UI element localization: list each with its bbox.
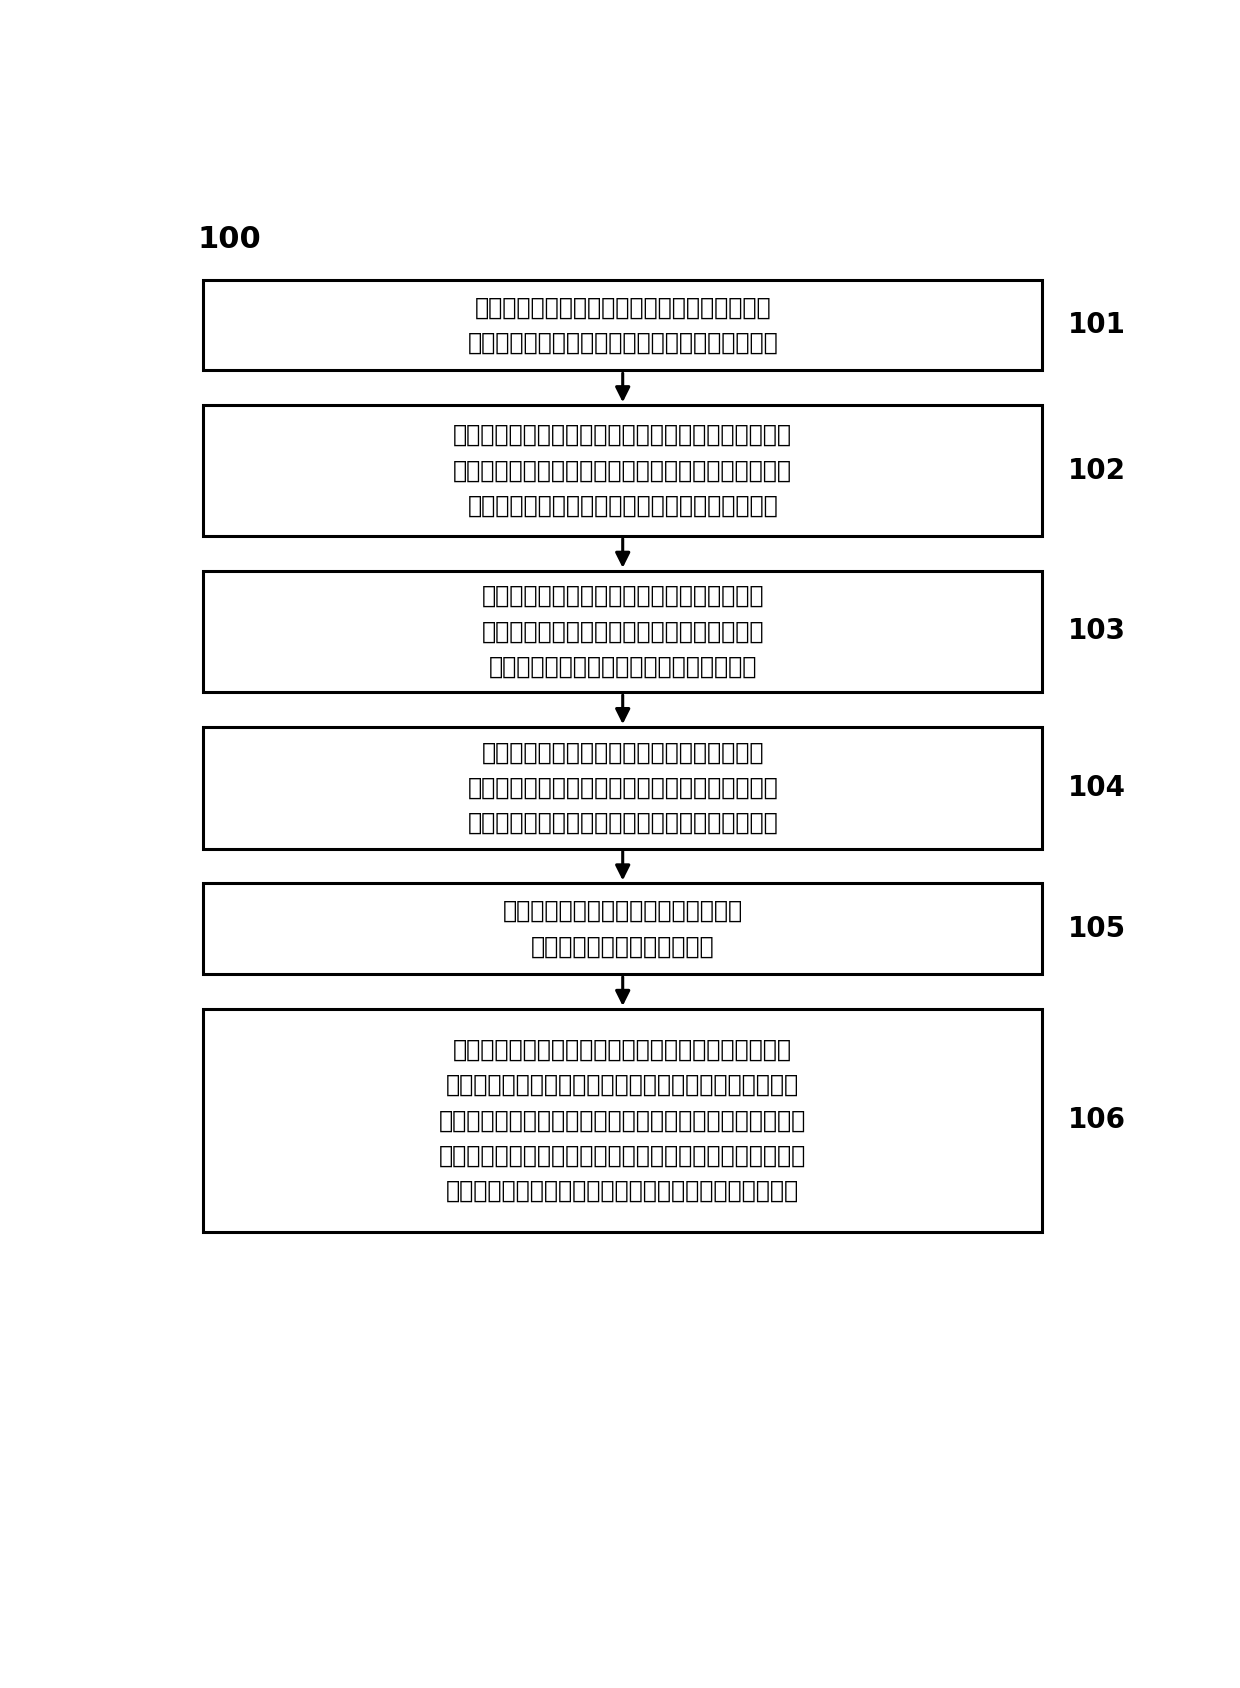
Text: 100: 100 bbox=[197, 225, 262, 253]
Bar bbox=[203, 571, 1043, 692]
Text: 当对比结果符合波形误差允许范围时，
关闭功率放大单元的输出端口: 当对比结果符合波形误差允许范围时， 关闭功率放大单元的输出端口 bbox=[502, 900, 743, 959]
Text: 通过信号处理单元将接收到的暂态波形进行数模转换，
获取转换后的模拟信号，并将模拟信号进行滤波处理，
将经过滤波处理后的模拟信号发送至功率放大单元: 通过信号处理单元将接收到的暂态波形进行数模转换， 获取转换后的模拟信号，并将模拟… bbox=[453, 424, 792, 518]
Text: 101: 101 bbox=[1068, 311, 1126, 339]
Bar bbox=[203, 1009, 1043, 1232]
Text: 获取系统发生故障时的暂态波形，将暂态波形存
储于主控单元，并将暂态波形发送至信号处理单元: 获取系统发生故障时的暂态波形，将暂态波形存 储于主控单元，并将暂态波形发送至信号… bbox=[467, 295, 777, 354]
Text: 104: 104 bbox=[1068, 773, 1126, 802]
Text: 通过高精度采集装置采集功率放大单元选择出
的输出端口的输出模拟信号，将模拟信号的波形与
主控单元存储的暂态波形进行对比，获取对比结果: 通过高精度采集装置采集功率放大单元选择出 的输出端口的输出模拟信号，将模拟信号的… bbox=[467, 741, 777, 836]
Bar bbox=[203, 280, 1043, 370]
Text: 102: 102 bbox=[1068, 456, 1126, 484]
Text: 103: 103 bbox=[1068, 618, 1126, 645]
Text: 通过功率放大单元将接收到的模拟信号按预先
设置的比例进行放大处理，根据放大后的模拟
的输出幅值和频率要求选择对应的输出端口: 通过功率放大单元将接收到的模拟信号按预先 设置的比例进行放大处理，根据放大后的模… bbox=[481, 584, 764, 679]
Bar bbox=[203, 883, 1043, 974]
Text: 106: 106 bbox=[1068, 1106, 1126, 1134]
Text: 105: 105 bbox=[1068, 915, 1126, 942]
Text: 将功率放大单元的输出端口与待测量的直流电压测量装
置相连接构成回路，将高精度采集装置与待测量的直流电
压测量装置的二次端子相连接，获取待测量的直流电压测量
装置: 将功率放大单元的输出端口与待测量的直流电压测量装 置相连接构成回路，将高精度采集… bbox=[439, 1038, 806, 1204]
Bar bbox=[203, 405, 1043, 537]
Bar bbox=[203, 728, 1043, 849]
